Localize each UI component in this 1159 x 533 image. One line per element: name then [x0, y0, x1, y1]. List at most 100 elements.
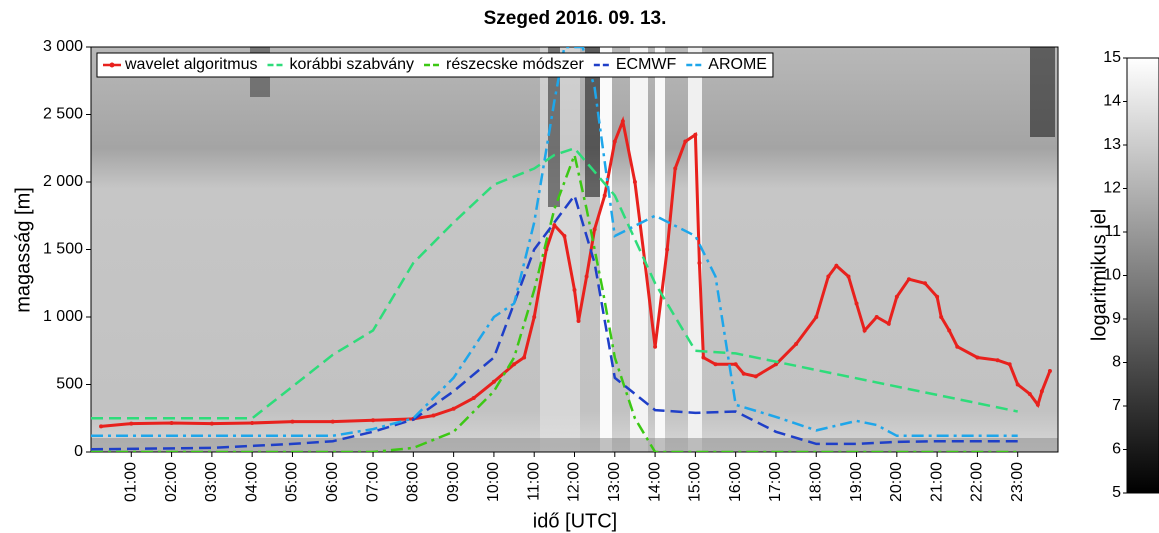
y-tick-label: 1 000	[43, 308, 83, 325]
legend-label: AROME	[708, 56, 767, 73]
series-marker	[572, 288, 577, 292]
series-marker	[975, 355, 980, 360]
legend-label: részecske módszer	[446, 56, 584, 73]
legend: wavelet algoritmus korábbi szabvány részec…	[96, 52, 774, 78]
series-marker	[834, 263, 839, 268]
series-marker	[874, 315, 879, 319]
colorbar-tick-label: 12	[1103, 180, 1121, 197]
x-tick-label: 17:00	[767, 462, 784, 502]
series-marker	[471, 396, 476, 400]
legend-label: wavelet algoritmus	[124, 56, 258, 73]
series-marker	[753, 374, 758, 379]
x-tick-label: 18:00	[807, 462, 824, 502]
series-marker	[169, 420, 174, 425]
y-tick-label: 500	[56, 376, 83, 393]
series-marker	[99, 424, 104, 429]
x-tick-label: 14:00	[646, 462, 663, 502]
series-marker	[431, 413, 436, 418]
y-tick-label: 1 500	[43, 241, 83, 258]
x-tick-label: 16:00	[727, 462, 744, 502]
series-marker	[552, 223, 557, 228]
series-marker	[673, 166, 678, 171]
x-tick-label: 11:00	[525, 462, 542, 501]
x-tick-label: 05:00	[284, 462, 301, 502]
series-marker	[584, 274, 589, 279]
series-marker	[935, 294, 940, 299]
series-marker	[290, 419, 295, 424]
series-marker	[632, 180, 637, 184]
colorbar-tick-label: 11	[1104, 223, 1121, 240]
series-marker	[906, 277, 911, 282]
colorbar-tick-label: 15	[1103, 49, 1121, 66]
x-tick-label: 01:00	[123, 462, 140, 502]
legend-label: korábbi szabvány	[290, 56, 415, 73]
series-marker	[773, 362, 778, 367]
series-marker	[576, 319, 581, 324]
colorbar	[1126, 57, 1159, 494]
colorbar-tick-label: 10	[1103, 267, 1121, 284]
y-tick-label: 3 000	[43, 38, 83, 55]
series-marker	[491, 379, 496, 384]
series-marker	[1047, 369, 1052, 373]
series-line	[91, 192, 1018, 451]
x-tick-label: 23:00	[1009, 462, 1026, 502]
colorbar-tick-label: 9	[1112, 310, 1121, 327]
colorbar-tick-label: 13	[1103, 136, 1121, 153]
series-marker	[612, 139, 617, 144]
x-tick-label: 03:00	[203, 462, 220, 502]
series-marker	[862, 328, 867, 333]
colorbar-tick-label: 7	[1112, 397, 1121, 414]
legend-marker	[109, 62, 115, 68]
series-layer	[91, 47, 1052, 452]
series-marker	[846, 274, 851, 279]
y-tick-label: 2 000	[43, 173, 83, 190]
series-marker	[1039, 389, 1044, 394]
series-marker	[653, 344, 658, 349]
x-tick-label: 21:00	[928, 462, 945, 502]
colorbar-label: logaritmikus jel	[1088, 209, 1110, 341]
y-axis-label: magasság [m]	[12, 187, 34, 313]
series-line	[91, 146, 1018, 420]
series-marker	[512, 362, 517, 367]
series-marker	[532, 315, 537, 319]
series-marker	[602, 193, 607, 198]
series-marker	[1035, 402, 1040, 407]
colorbar-tick-label: 6	[1112, 441, 1121, 458]
x-tick-label: 09:00	[445, 462, 462, 502]
backscatter-background	[91, 47, 1058, 452]
series-marker	[947, 328, 952, 333]
x-tick-label: 22:00	[969, 462, 986, 502]
series-marker	[697, 261, 702, 265]
colorbar-tick-label: 5	[1112, 484, 1121, 501]
series-marker	[939, 315, 944, 319]
series-marker	[620, 119, 625, 124]
series-marker	[683, 139, 688, 144]
series-marker	[522, 355, 527, 360]
series-marker	[592, 227, 597, 232]
x-axis-label: idő [UTC]	[533, 510, 617, 532]
series-marker	[741, 371, 746, 376]
y-tick-label: 0	[74, 443, 83, 460]
x-tick-label: 13:00	[606, 462, 623, 502]
series-marker	[854, 301, 859, 306]
series-marker	[894, 294, 899, 299]
x-tick-label: 06:00	[324, 462, 341, 502]
series-marker	[794, 342, 799, 346]
x-tick-label: 07:00	[364, 462, 381, 502]
series-marker	[1027, 391, 1032, 396]
series-marker	[209, 421, 214, 426]
x-tick-label: 04:00	[243, 462, 260, 502]
series-marker	[665, 247, 670, 252]
y-tick-label: 2 500	[43, 106, 83, 123]
colorbar-tick-label: 8	[1112, 354, 1121, 371]
colorbar-tick-label: 14	[1103, 93, 1121, 110]
x-tick-label: 02:00	[163, 462, 180, 502]
series-line	[100, 116, 1052, 428]
x-tick-label: 19:00	[848, 462, 865, 502]
series-marker	[701, 355, 706, 360]
series-marker	[814, 315, 819, 319]
series-marker	[995, 358, 1000, 363]
legend-label: ECMWF	[616, 56, 677, 73]
series-marker	[1015, 382, 1020, 387]
